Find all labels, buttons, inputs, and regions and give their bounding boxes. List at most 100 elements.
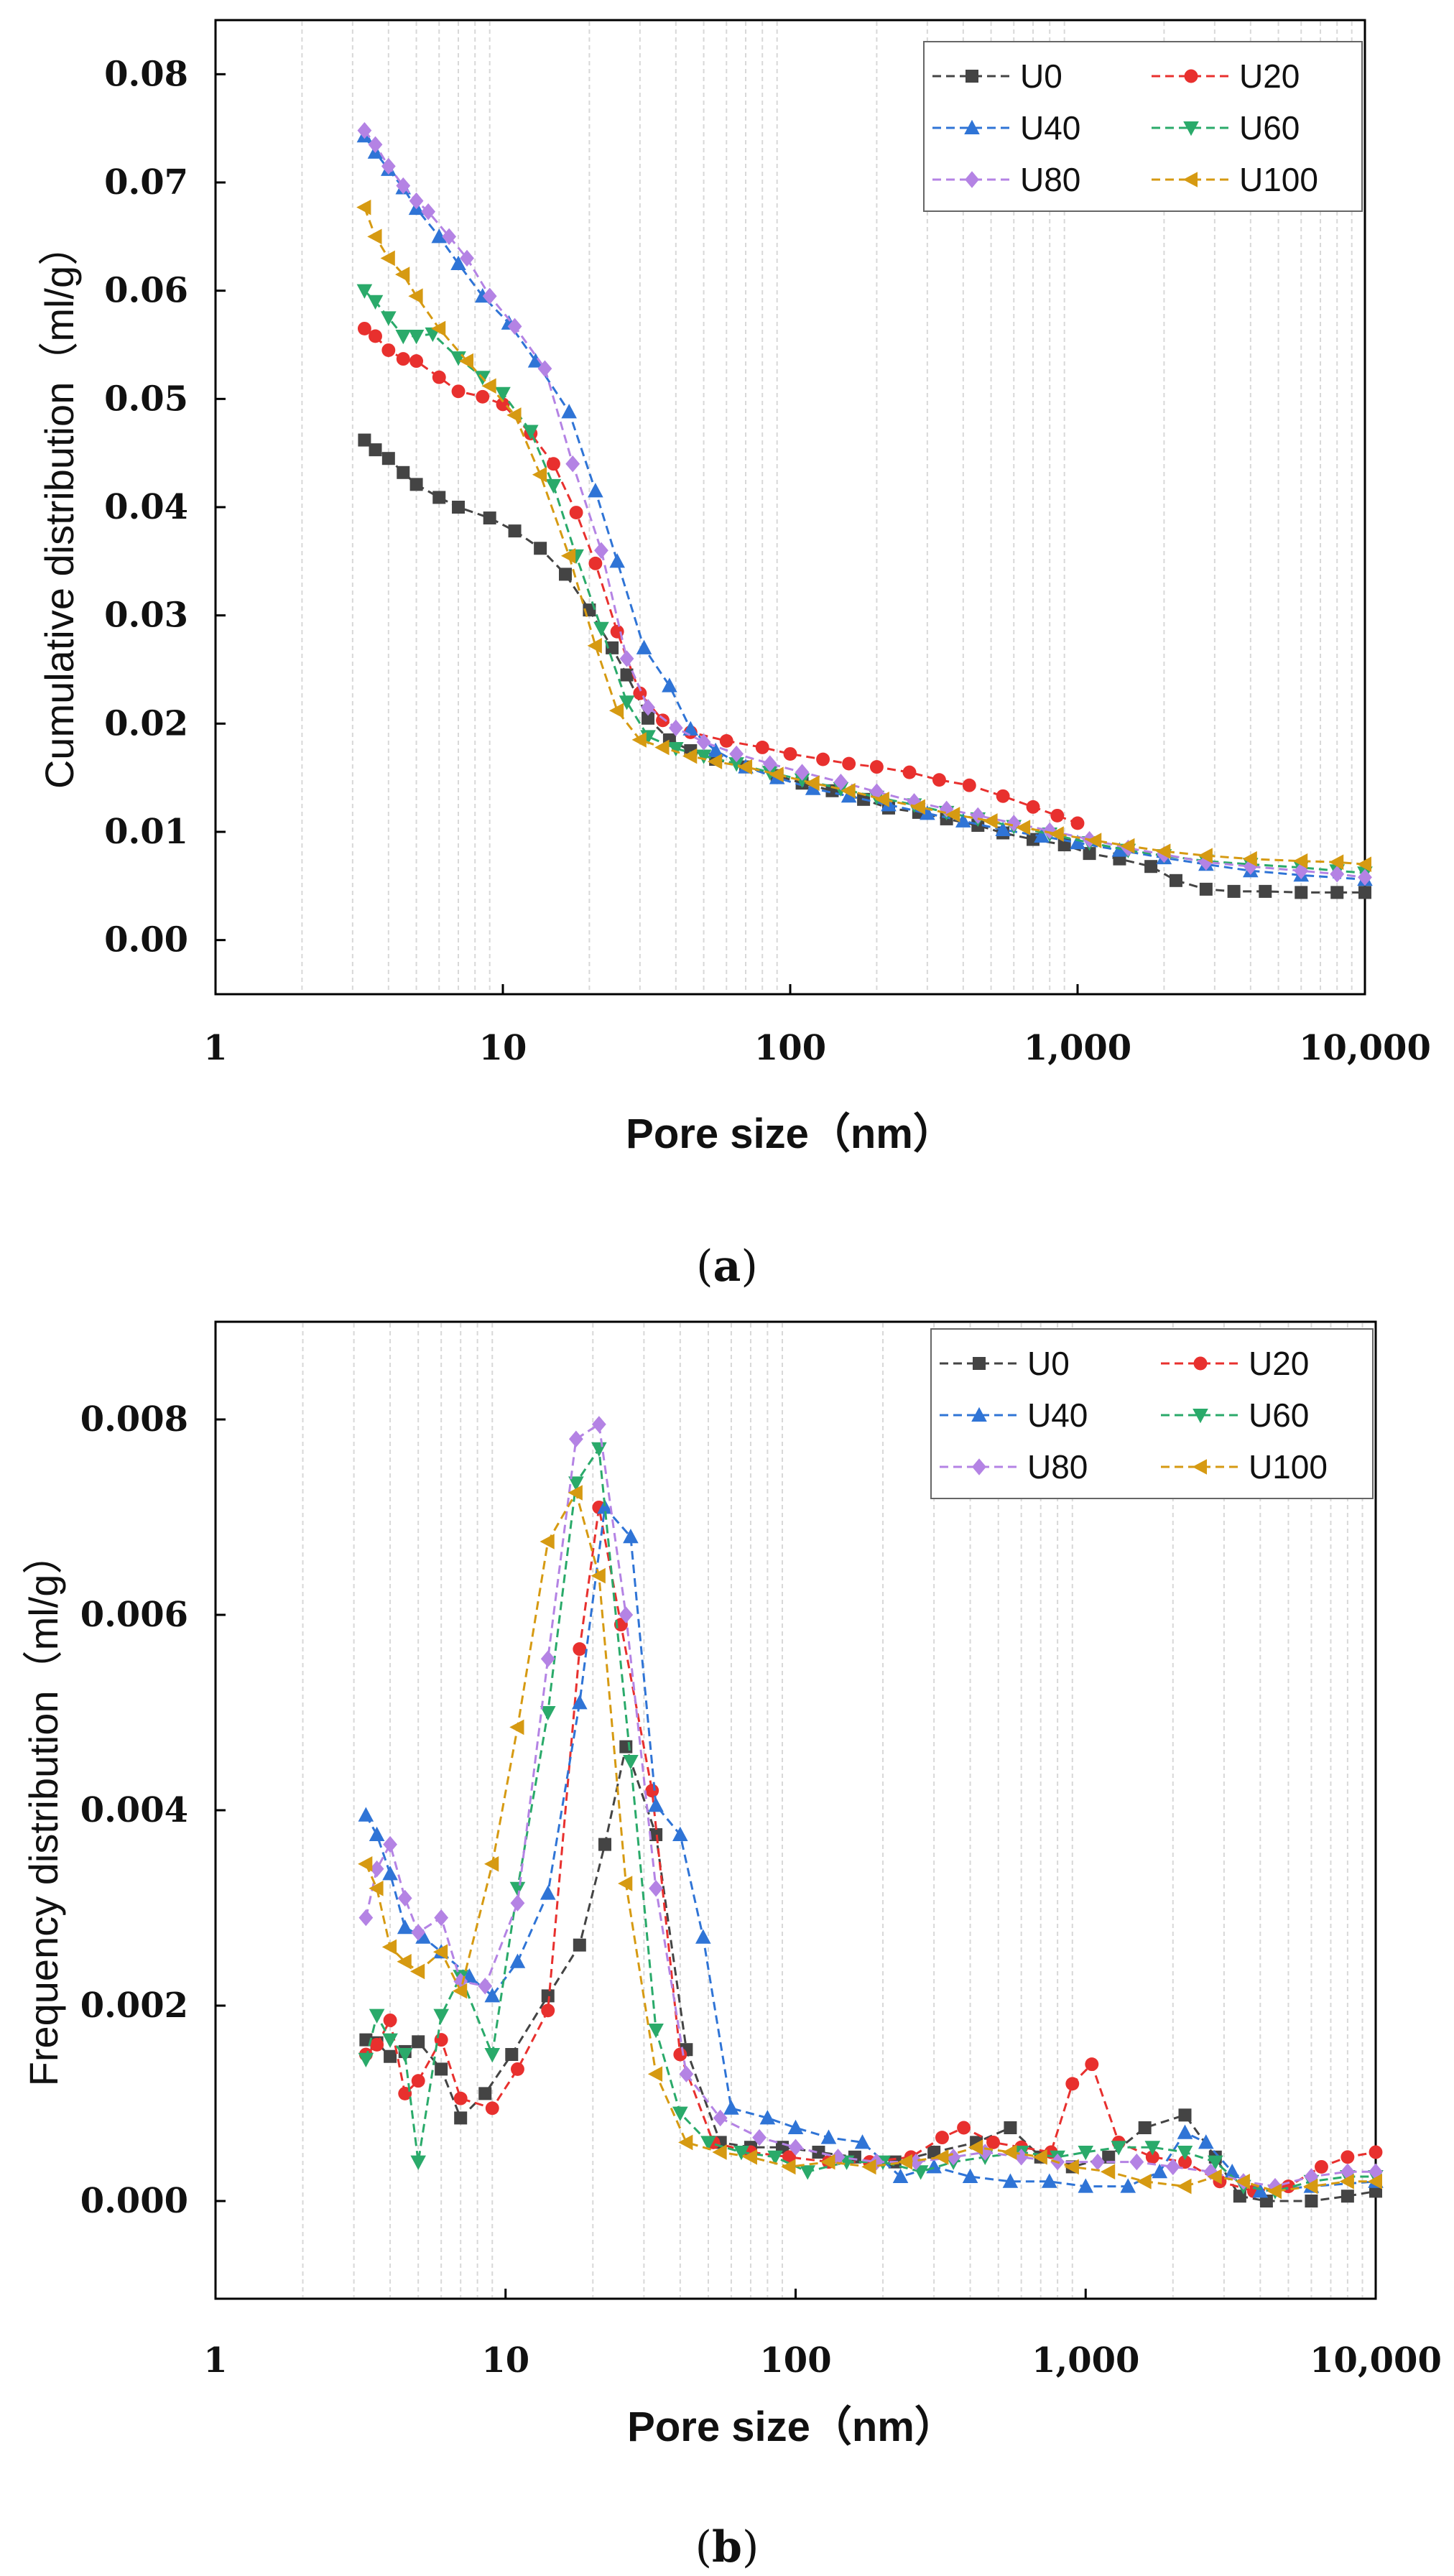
panel-b-line-u40 bbox=[365, 1504, 1376, 2192]
panel-b-point-u80 bbox=[1129, 2153, 1144, 2171]
panel-b-point-u60 bbox=[382, 2033, 398, 2048]
panel-b-y-ticks: 0.000 0.002 0.004 0.006 0.008 bbox=[80, 1399, 226, 2221]
panel-a-point-u40 bbox=[805, 780, 821, 795]
panel-b-point-u100 bbox=[712, 2144, 727, 2160]
panel-b-point-u40 bbox=[892, 2168, 909, 2183]
panel-b-point-u80 bbox=[411, 1924, 426, 1941]
panel-a-x-tick-label: 10,000 bbox=[1299, 1028, 1431, 1068]
panel-a-point-u80 bbox=[357, 121, 372, 139]
panel-a-point-u0 bbox=[1199, 882, 1213, 896]
panel-b-x-axis-title: Pore size（nm） bbox=[627, 2404, 956, 2450]
panel-b-legend-label: U40 bbox=[1027, 1396, 1088, 1434]
panel-a-point-u20 bbox=[588, 556, 603, 570]
panel-b-point-u100 bbox=[1064, 2159, 1079, 2175]
panel-b-point-u40 bbox=[572, 1695, 588, 1710]
panel-a-point-u60 bbox=[522, 425, 539, 440]
panel-b-point-u0 bbox=[1305, 2195, 1318, 2207]
panel-a-point-u100 bbox=[532, 467, 547, 483]
panel-b-point-u80 bbox=[434, 1909, 449, 1927]
panel-a-y-tick-label: 0.06 bbox=[104, 271, 188, 311]
panel-b-point-u0 bbox=[1369, 2184, 1382, 2198]
panel-b-point-u60 bbox=[767, 2150, 783, 2166]
panel-b-point-u40 bbox=[820, 2129, 837, 2144]
panel-b-point-u100 bbox=[1136, 2174, 1152, 2190]
panel-b-point-u100 bbox=[409, 1963, 425, 1980]
panel-b-point-u100 bbox=[358, 1856, 373, 1872]
panel-b-legend-marker bbox=[1193, 1356, 1208, 1371]
panel-b-legend-marker bbox=[971, 1407, 987, 1422]
panel-a-point-u0 bbox=[1144, 860, 1158, 874]
panel-a-point-u20 bbox=[842, 756, 856, 771]
panel-b-point-u80 bbox=[679, 2065, 694, 2082]
panel-a-legend-box bbox=[923, 41, 1363, 212]
panel-a-point-u20 bbox=[656, 713, 670, 728]
panel-a-point-u80 bbox=[668, 719, 683, 737]
panel-b-point-u60 bbox=[733, 2146, 749, 2161]
panel-b-point-u20 bbox=[957, 2121, 971, 2135]
panel-a-point-u100 bbox=[737, 759, 753, 775]
panel-a-series-u0 bbox=[358, 433, 1371, 899]
panel-b-point-u60 bbox=[672, 2106, 688, 2121]
panel-b-line-u0 bbox=[366, 1742, 1376, 2202]
panel-a-point-u20 bbox=[1026, 800, 1040, 814]
panel-b-point-u80 bbox=[1090, 2153, 1105, 2171]
panel-a-point-u40 bbox=[609, 553, 625, 568]
panel-a-point-u40 bbox=[841, 788, 857, 803]
panel-a-point-u0 bbox=[620, 668, 634, 682]
panel-b-point-u0 bbox=[541, 1989, 555, 2003]
panel-a-point-u100 bbox=[983, 813, 998, 829]
panel-a-point-u100 bbox=[1356, 856, 1371, 872]
panel-a-point-u60 bbox=[668, 741, 684, 757]
panel-a-legend-label: U0 bbox=[1020, 57, 1062, 95]
panel-a-point-u80 bbox=[594, 542, 608, 559]
panel-b-point-u20 bbox=[1369, 2145, 1383, 2159]
panel-b-point-u60 bbox=[1207, 2155, 1223, 2170]
panel-a-y-tick-label: 0.04 bbox=[104, 487, 188, 527]
panel-a-x-tick-label: 100 bbox=[754, 1028, 826, 1068]
panel-a-point-u100 bbox=[841, 782, 856, 799]
panel-b-point-u20 bbox=[782, 2150, 796, 2164]
panel-a-point-u100 bbox=[1198, 848, 1213, 863]
panel-b-y-tick-label: 0.008 bbox=[80, 1399, 188, 1440]
panel-b-point-u20 bbox=[1340, 2150, 1355, 2164]
panel-a-point-u20 bbox=[783, 747, 797, 761]
panel-a-point-u80 bbox=[1330, 866, 1345, 883]
panel-a-series bbox=[356, 121, 1373, 899]
panel-b-point-u80 bbox=[788, 2139, 803, 2156]
panel-b-point-u80 bbox=[478, 1978, 493, 1995]
panel-a-point-u60 bbox=[593, 621, 609, 636]
panel-b-point-u0 bbox=[478, 2087, 492, 2100]
panel-b-point-u0 bbox=[598, 1838, 612, 1851]
panel-b-point-u0 bbox=[505, 2048, 519, 2061]
panel-b-point-u80 bbox=[540, 1650, 555, 1667]
panel-b-point-u60 bbox=[433, 2009, 449, 2024]
panel-a-point-u100 bbox=[910, 799, 925, 815]
panel-a-line-u40 bbox=[364, 135, 1366, 881]
panel-a-point-u40 bbox=[995, 821, 1011, 836]
panel-a-point-u60 bbox=[381, 311, 397, 326]
panel-a-legend-label: U80 bbox=[1020, 161, 1080, 198]
panel-a-point-u60 bbox=[395, 329, 412, 345]
panel-b-point-u60 bbox=[800, 2165, 816, 2180]
panel-a-point-u40 bbox=[1070, 834, 1085, 850]
panel-a-point-u40 bbox=[561, 404, 577, 419]
caption-b: (b) bbox=[695, 2522, 759, 2572]
panel-a-x-ticks: 1 10 100 1,000 10,000 bbox=[203, 984, 1431, 1068]
panel-a-series-u40 bbox=[356, 127, 1373, 886]
panel-b-point-u40 bbox=[648, 1797, 664, 1812]
panel-a-point-u40 bbox=[1034, 828, 1050, 843]
panel-a-point-u40 bbox=[450, 255, 466, 270]
panel-a-point-u40 bbox=[527, 353, 544, 368]
panel-b-point-u0 bbox=[1102, 2150, 1116, 2164]
panel-a-point-u100 bbox=[408, 288, 423, 304]
panel-b-point-u80 bbox=[649, 1880, 663, 1897]
panel-b-point-u40 bbox=[787, 2119, 804, 2134]
panel-b-point-u0 bbox=[435, 2062, 448, 2076]
panel-b-point-u80 bbox=[752, 2128, 767, 2146]
panel-a-point-u80 bbox=[442, 228, 457, 246]
panel-a-point-u0 bbox=[483, 511, 496, 525]
panel-b-series-u80 bbox=[358, 1416, 1383, 2195]
panel-b-point-u100 bbox=[397, 1954, 412, 1970]
panel-b-point-u60 bbox=[509, 1881, 526, 1897]
panel-b-point-u100 bbox=[861, 2159, 876, 2175]
